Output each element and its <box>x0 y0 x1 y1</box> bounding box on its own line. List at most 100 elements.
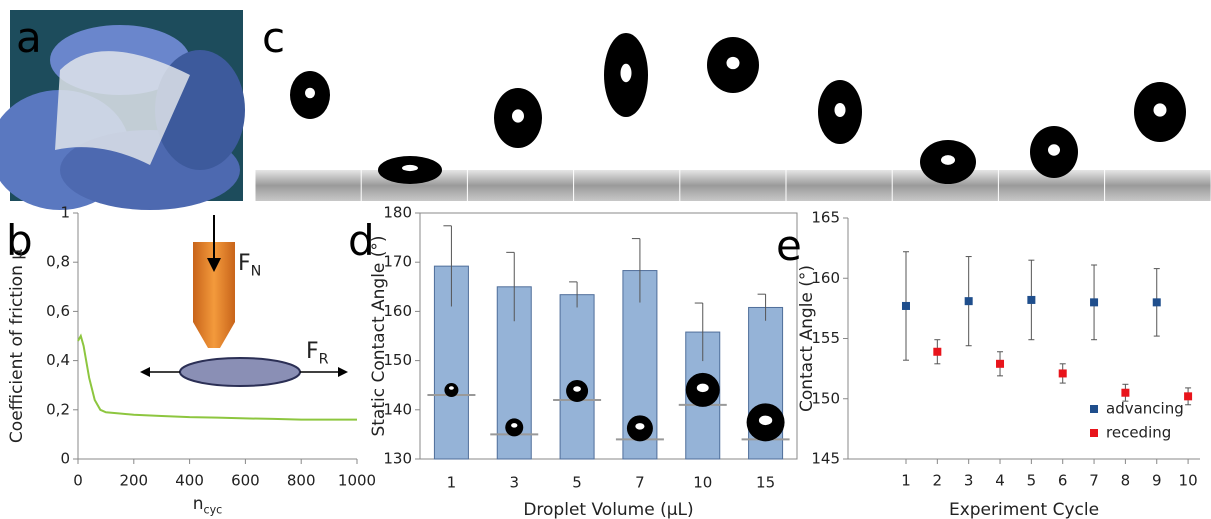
x-tick-label: 3 <box>964 472 974 490</box>
x-axis-label: Droplet Volume (µL) <box>523 500 693 519</box>
x-tick-label: 8 <box>1121 472 1131 490</box>
point <box>1184 392 1193 401</box>
droplet-highlight <box>620 63 632 83</box>
panel-label: b <box>6 216 33 265</box>
x-tick-label: 7 <box>635 474 645 492</box>
droplet-highlight <box>1153 103 1167 117</box>
substrate <box>573 170 680 201</box>
x-tick-label: 3 <box>509 474 519 492</box>
droplet <box>444 383 459 398</box>
line <box>77 333 357 421</box>
y-tick-label: 170 <box>383 253 412 271</box>
droplet-highlight <box>448 386 454 390</box>
legend-label: receding <box>1106 424 1171 442</box>
substrate <box>467 170 574 201</box>
legend-swatch <box>1090 429 1098 437</box>
x-tick-label: 0 <box>73 472 83 490</box>
x-tick-label: 400 <box>175 472 204 490</box>
droplet-highlight <box>758 415 773 426</box>
y-tick-label: 0,6 <box>46 302 70 320</box>
droplet-highlight <box>941 155 955 165</box>
label-text: F <box>306 339 319 364</box>
photo-c: c <box>254 10 1211 201</box>
x-tick-label: 10 <box>1179 472 1198 490</box>
substrate <box>255 170 361 201</box>
substrate <box>679 170 786 201</box>
x-tick-label: 7 <box>1089 472 1099 490</box>
label: ncyc <box>193 494 222 516</box>
droplet-highlight <box>1048 144 1060 156</box>
label-text: F <box>238 251 251 276</box>
plot-frame <box>419 212 798 460</box>
y-tick-label: 145 <box>811 450 840 468</box>
y-tick-label: 0,4 <box>46 351 70 369</box>
point <box>1121 388 1130 397</box>
panel-label: a <box>16 13 42 62</box>
x-tick-label: 1 <box>447 474 457 492</box>
y-tick-label: 160 <box>811 269 840 287</box>
y-tick-label: 0,2 <box>46 400 70 418</box>
y-tick-label: 150 <box>383 351 412 369</box>
y-tick-label: 0 <box>60 450 70 468</box>
droplet-highlight <box>305 87 315 99</box>
bar <box>559 294 595 460</box>
legend-swatch <box>1090 405 1098 413</box>
droplet-highlight <box>511 423 518 428</box>
point <box>964 297 973 306</box>
label: FN <box>238 251 261 280</box>
panel-label: e <box>776 221 802 270</box>
y-tick-label: 155 <box>811 329 840 347</box>
droplet-highlight <box>573 386 581 392</box>
label-sub: R <box>319 352 329 368</box>
label-sub: N <box>251 264 262 280</box>
x-tick-label: 4 <box>995 472 1005 490</box>
point <box>933 347 942 356</box>
substrate <box>1104 170 1211 201</box>
x-tick-label: 5 <box>1027 472 1037 490</box>
inset <box>140 215 348 387</box>
y-tick-label: 180 <box>383 204 412 222</box>
droplet-highlight <box>635 423 645 430</box>
substrate <box>786 170 892 201</box>
y-tick-label: 150 <box>811 389 840 407</box>
x-tick-label: 10 <box>693 474 712 492</box>
x-tick-label: 15 <box>756 474 775 492</box>
x-tick-label: 6 <box>1058 472 1068 490</box>
point <box>901 301 910 310</box>
x-axis-label: Experiment Cycle <box>949 500 1099 519</box>
y-tick-label: 140 <box>383 400 412 418</box>
x-tick-label: 600 <box>231 472 260 490</box>
y-axis-label: Contact Angle (°) <box>797 265 817 412</box>
label-text: n <box>193 494 204 514</box>
droplet-highlight <box>512 109 524 123</box>
point <box>996 359 1005 368</box>
y-axis-label: Coefficient of friction μ <box>7 249 27 443</box>
x-tick-label: 200 <box>119 472 148 490</box>
x-tick-label: 800 <box>287 472 316 490</box>
x-tick-label: 1 <box>901 472 911 490</box>
droplet-highlight <box>834 102 846 118</box>
label-sub: cyc <box>204 503 223 516</box>
y-tick-label: 0,8 <box>46 253 70 271</box>
x-tick-label: 5 <box>572 474 582 492</box>
y-axis-label: Static Contact Angle (°) <box>369 235 389 436</box>
x-tick-label: 1000 <box>338 472 376 490</box>
droplet-highlight <box>726 56 740 70</box>
label: FR <box>306 339 329 368</box>
y-tick-label: 130 <box>383 450 412 468</box>
point <box>1090 298 1099 307</box>
x-tick-label: 9 <box>1152 472 1162 490</box>
point <box>1152 298 1161 307</box>
photo-a: a <box>0 10 245 210</box>
y-tick-label: 160 <box>383 302 412 320</box>
panel-label: d <box>348 216 375 265</box>
panel-label: c <box>262 13 285 62</box>
point <box>1027 295 1036 304</box>
y-tick-label: 1 <box>60 204 70 222</box>
x-tick-label: 2 <box>933 472 943 490</box>
droplet-highlight <box>696 383 709 393</box>
y-tick-label: 165 <box>811 209 840 227</box>
legend-label: advancing <box>1106 400 1184 418</box>
